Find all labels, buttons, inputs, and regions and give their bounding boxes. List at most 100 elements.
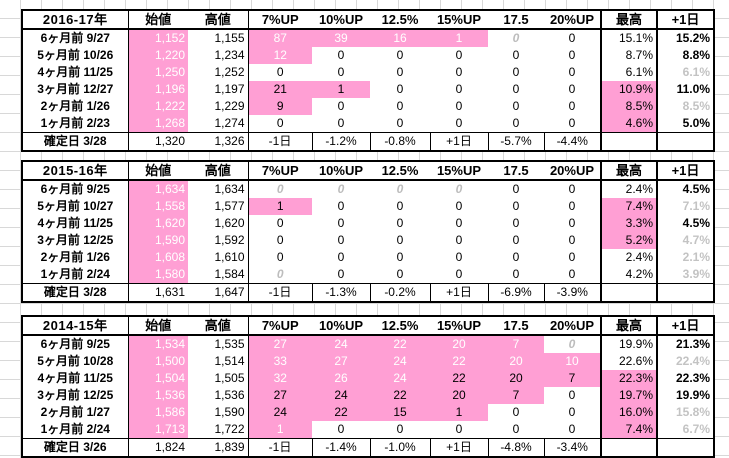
up15-header: 15%UP bbox=[430, 160, 488, 181]
up10-cell: 0 bbox=[337, 422, 345, 436]
open-price-cell: 1,222 bbox=[128, 98, 188, 115]
confirm-max-cell bbox=[600, 283, 658, 303]
data-row: 2ヶ月前 1/27 1,586 1,590 24 22 15 1 0 0 16.0% 15.8% bbox=[21, 404, 715, 421]
up20-cell: 0 bbox=[568, 48, 576, 62]
up12-5-cell: 0 bbox=[396, 116, 404, 130]
open-price-cell: 1,250 bbox=[128, 64, 188, 81]
confirm-high-price-cell: 1,647 bbox=[188, 283, 249, 303]
up12-5-cell: 15 bbox=[370, 404, 430, 421]
data-row: 5ヶ月前 10/28 1,500 1,514 33 27 24 22 20 10 22.6% 22.… bbox=[21, 353, 715, 370]
max-cell: 3.3% bbox=[600, 215, 658, 232]
high-price-cell: 1,584 bbox=[188, 266, 249, 284]
up15-cell: 0 bbox=[455, 65, 463, 79]
up20-cell: 0 bbox=[568, 422, 576, 436]
up7-cell: 1 bbox=[248, 421, 312, 439]
open-price-cell: 1,558 bbox=[128, 198, 188, 215]
max-cell: 19.7% bbox=[600, 387, 658, 404]
high-price-cell: 1,514 bbox=[188, 353, 249, 370]
max-cell: 16.0% bbox=[600, 404, 658, 421]
plus1day-cell: 21.3% bbox=[657, 335, 715, 353]
up17-5-cell: 0 bbox=[512, 199, 520, 213]
data-row: 1ヶ月前 2/24 1,713 1,722 1 0 0 0 0 0 7.4% 6.7% bbox=[21, 421, 715, 439]
confirm-up20-cell: -4.4% bbox=[543, 132, 602, 152]
up12-5-header: 12.5% bbox=[370, 9, 430, 30]
confirm-up15-cell: +1日 bbox=[429, 283, 489, 303]
up15-cell: 20 bbox=[430, 387, 488, 404]
high-price-header: 高値 bbox=[188, 160, 249, 181]
up10-cell: 0 bbox=[337, 182, 345, 196]
row-label: 1ヶ月前 2/24 bbox=[21, 266, 129, 284]
confirm-up17-5-cell: -6.9% bbox=[487, 283, 545, 303]
up15-header: 15%UP bbox=[430, 315, 488, 336]
row-label: 4ヶ月前 11/25 bbox=[21, 64, 129, 81]
up10-cell: 24 bbox=[312, 387, 370, 404]
max-cell: 15.1% bbox=[600, 29, 658, 47]
plus1day-cell: 4.7% bbox=[657, 232, 715, 249]
data-row: 2ヶ月前 1/26 1,222 1,229 9 0 0 0 0 0 8.5% 8.5% bbox=[21, 98, 715, 115]
max-cell: 8.5% bbox=[600, 98, 658, 115]
open-price-cell: 1,536 bbox=[128, 387, 188, 404]
up17-5-cell: 0 bbox=[512, 182, 520, 196]
confirm-up10-cell: -1.4% bbox=[311, 438, 371, 458]
up15-cell: 22 bbox=[430, 370, 488, 387]
open-price-cell: 1,580 bbox=[128, 266, 188, 284]
up17-5-cell: 7 bbox=[488, 335, 544, 353]
up20-cell: 0 bbox=[568, 405, 576, 419]
confirm-up7-cell: -1日 bbox=[247, 132, 313, 152]
max-cell: 7.4% bbox=[600, 421, 658, 439]
up7-cell: 0 bbox=[276, 216, 284, 230]
up15-cell: 0 bbox=[455, 199, 463, 213]
up7-cell: 0 bbox=[276, 250, 284, 264]
up10-cell: 0 bbox=[337, 216, 345, 230]
up12-5-cell: 0 bbox=[396, 216, 404, 230]
up15-cell: 1 bbox=[430, 29, 488, 47]
up17-5-cell: 0 bbox=[512, 405, 520, 419]
data-row: 3ヶ月前 12/25 1,536 1,536 27 24 22 20 7 0 19.7% 19.9% bbox=[21, 387, 715, 404]
up7-cell: 21 bbox=[248, 81, 312, 98]
row-label: 5ヶ月前 10/27 bbox=[21, 198, 129, 215]
data-row: 5ヶ月前 10/27 1,558 1,577 1 0 0 0 0 0 7.4% 7.1% bbox=[21, 198, 715, 215]
up12-5-cell: 0 bbox=[396, 267, 404, 281]
up15-cell: 20 bbox=[430, 335, 488, 353]
plus1day-cell: 15.2% bbox=[657, 29, 715, 47]
year-header: 2016-17年 bbox=[21, 9, 129, 30]
up15-cell: 0 bbox=[455, 116, 463, 130]
up7-cell: 32 bbox=[248, 370, 312, 387]
up7-cell: 12 bbox=[248, 47, 312, 64]
up10-cell: 22 bbox=[312, 404, 370, 421]
data-row: 3ヶ月前 12/27 1,196 1,197 21 1 0 0 0 0 10.9% 11.0% bbox=[21, 81, 715, 98]
row-label: 1ヶ月前 2/23 bbox=[21, 115, 129, 133]
plus1day-cell: 4.5% bbox=[657, 180, 715, 198]
row-label: 3ヶ月前 12/25 bbox=[21, 232, 129, 249]
up17-5-cell: 0 bbox=[512, 233, 520, 247]
year-header: 2015-16年 bbox=[21, 160, 129, 181]
row-label: 1ヶ月前 2/24 bbox=[21, 421, 129, 439]
up15-header: 15%UP bbox=[430, 9, 488, 30]
high-price-cell: 1,535 bbox=[188, 335, 249, 353]
max-cell: 19.9% bbox=[600, 335, 658, 353]
plus1day-cell: 4.5% bbox=[657, 215, 715, 232]
plus1day-cell: 19.9% bbox=[657, 387, 715, 404]
open-price-cell: 1,586 bbox=[128, 404, 188, 421]
open-price-cell: 1,268 bbox=[128, 115, 188, 133]
row-label: 2ヶ月前 1/26 bbox=[21, 98, 129, 115]
plus1day-header: +1日 bbox=[657, 160, 715, 181]
header-row: 2014-15年 始値 高値 7%UP 10%UP 12.5% 15%UP 17.5 20%UP… bbox=[21, 315, 715, 336]
row-label: 6ヶ月前 9/27 bbox=[21, 29, 129, 47]
high-price-header: 高値 bbox=[188, 9, 249, 30]
data-row: 5ヶ月前 10/26 1,220 1,234 12 0 0 0 0 0 8.7% 8.8% bbox=[21, 47, 715, 64]
plus1day-cell: 15.8% bbox=[657, 404, 715, 421]
high-price-cell: 1,577 bbox=[188, 198, 249, 215]
max-cell: 2.4% bbox=[600, 249, 658, 266]
up12-5-header: 12.5% bbox=[370, 160, 430, 181]
open-price-cell: 1,534 bbox=[128, 335, 188, 353]
row-label: 3ヶ月前 12/27 bbox=[21, 81, 129, 98]
high-price-cell: 1,634 bbox=[188, 180, 249, 198]
max-header: 最高 bbox=[600, 9, 658, 30]
open-price-cell: 1,634 bbox=[128, 180, 188, 198]
row-label: 5ヶ月前 10/28 bbox=[21, 353, 129, 370]
high-price-cell: 1,234 bbox=[188, 47, 249, 64]
header-row: 2015-16年 始値 高値 7%UP 10%UP 12.5% 15%UP 17.5 20%UP… bbox=[21, 160, 715, 181]
up10-cell: 0 bbox=[337, 48, 345, 62]
open-price-cell: 1,620 bbox=[128, 215, 188, 232]
